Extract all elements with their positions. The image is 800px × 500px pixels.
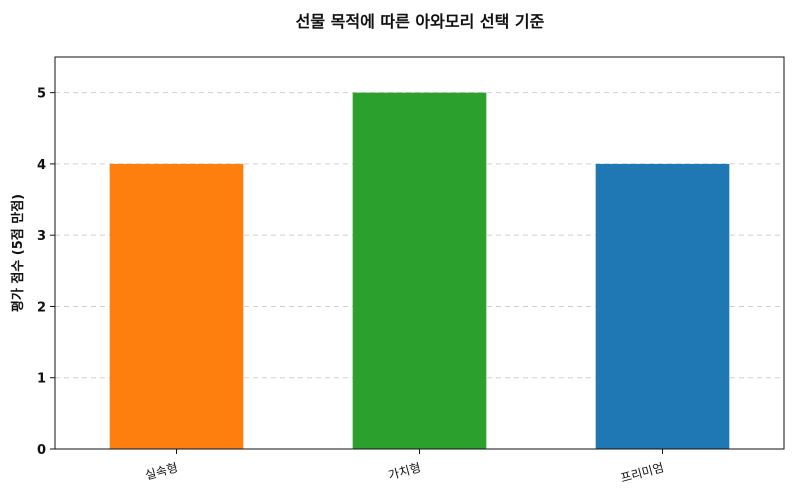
- y-tick-label: 2: [37, 300, 46, 315]
- y-tick-label: 1: [37, 372, 46, 387]
- y-tick-label: 4: [37, 158, 46, 173]
- x-tick-label: 가치형: [387, 460, 423, 482]
- x-tick-label: 프리미엄: [619, 460, 665, 485]
- y-axis-ticks: 0 1 2 3 4 5: [37, 87, 55, 458]
- y-tick-label: 3: [37, 229, 46, 244]
- bar: [595, 163, 730, 449]
- y-tick-label: 5: [37, 87, 46, 102]
- bar: [109, 163, 244, 449]
- y-axis-label: 평가 점수 (5점 만점): [10, 194, 26, 312]
- bars: [109, 92, 730, 450]
- y-tick-label: 0: [37, 443, 46, 458]
- x-axis-ticks: 실속형 가치형 프리미엄: [144, 449, 665, 485]
- bar: [352, 92, 487, 450]
- chart-title: 선물 목적에 따른 아와모리 선택 기준: [296, 12, 545, 31]
- x-tick-label: 실속형: [144, 460, 180, 482]
